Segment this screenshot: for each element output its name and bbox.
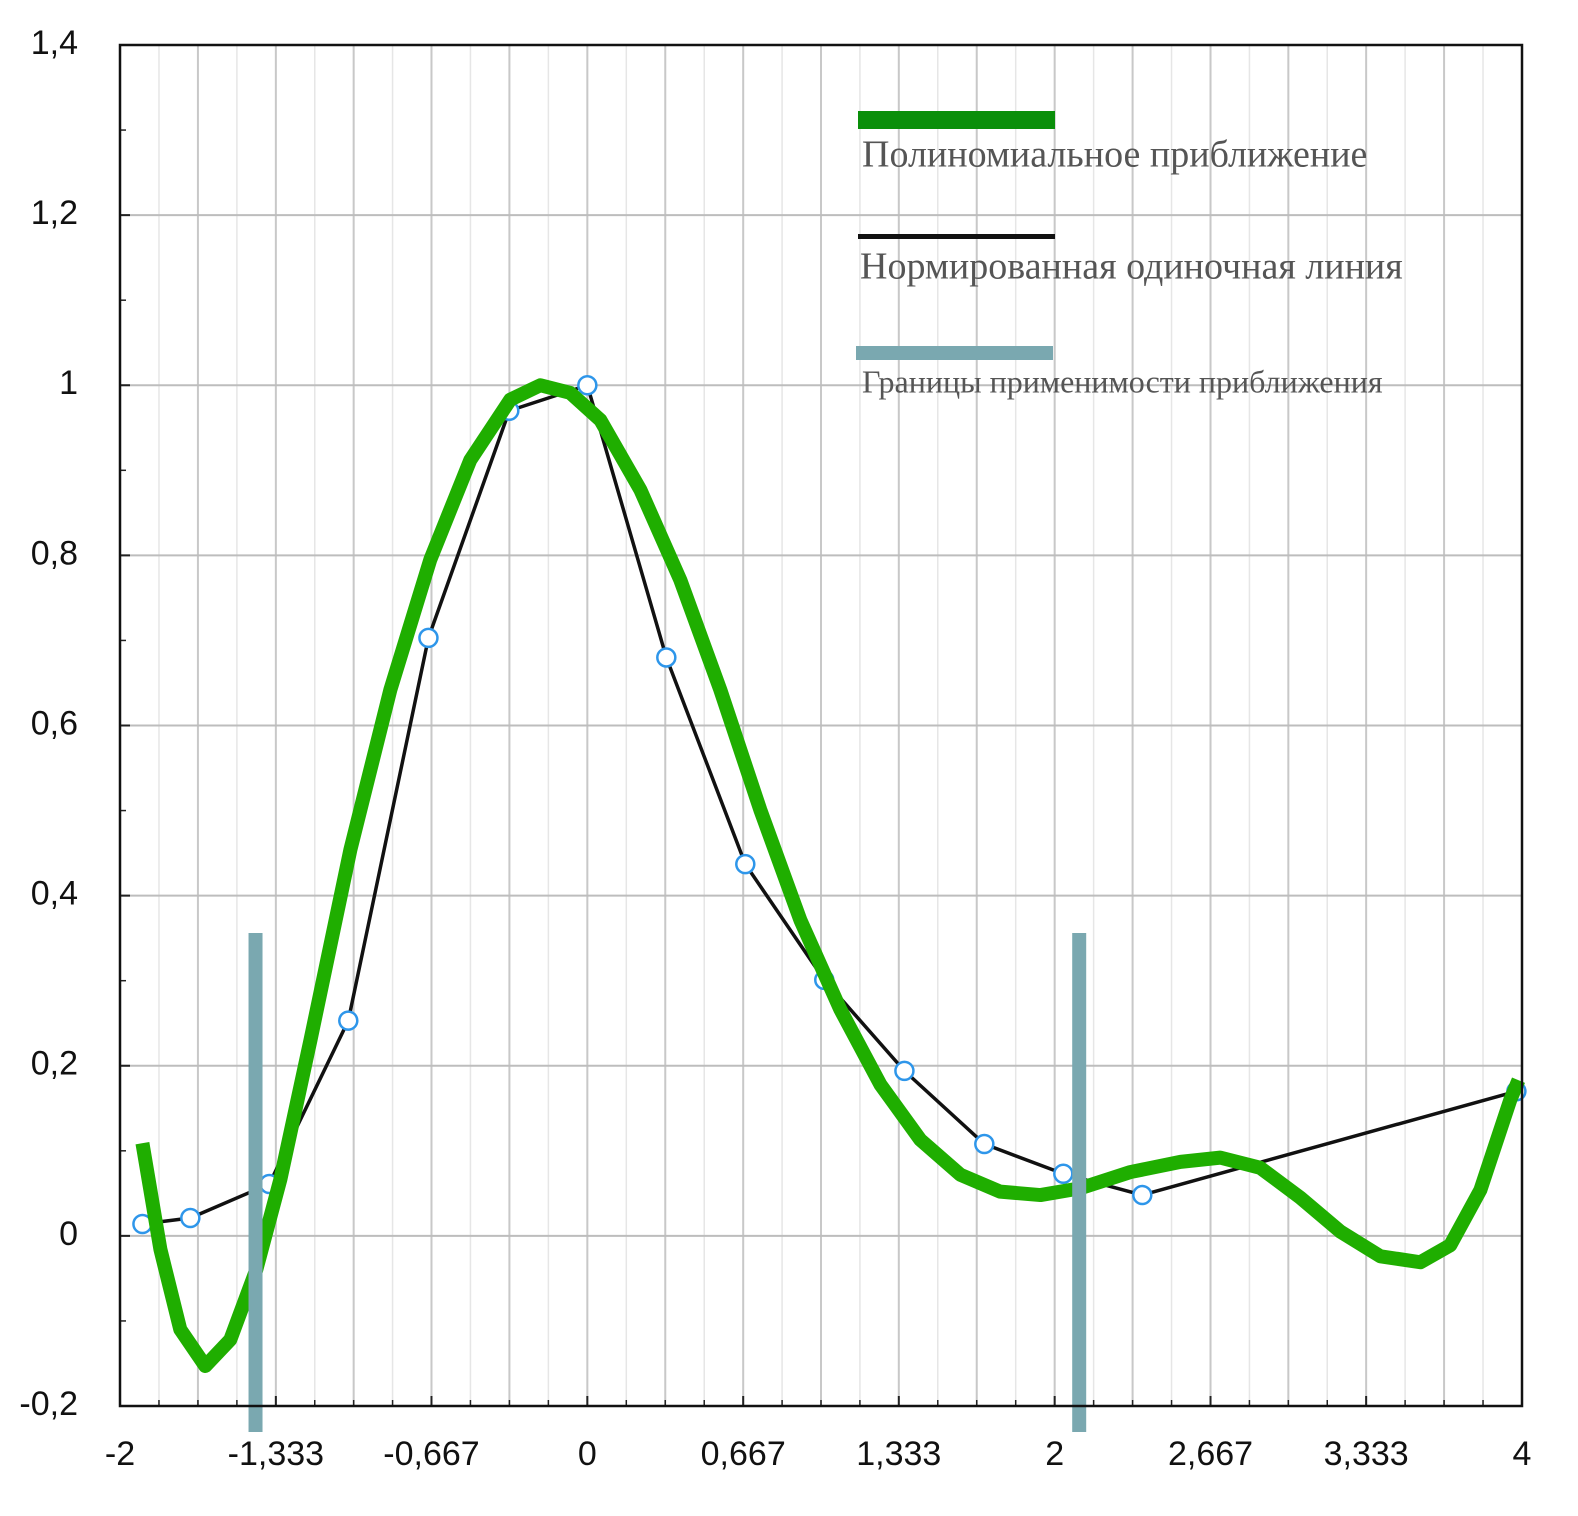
marker — [338, 1010, 359, 1031]
y-tick-label: 0,2 — [31, 1045, 78, 1083]
x-tick-label: -1,333 — [228, 1435, 324, 1473]
y-tick-label: 0 — [59, 1215, 78, 1253]
marker — [974, 1133, 995, 1155]
y-tick-label: 0,6 — [31, 704, 78, 742]
y-tick-label: 1,2 — [31, 194, 78, 232]
legend-swatch — [858, 234, 1055, 239]
marker — [418, 627, 439, 649]
legend-swatch — [858, 111, 1055, 129]
x-tick-label: 3,333 — [1324, 1435, 1409, 1473]
x-tick-label: 0,667 — [701, 1435, 786, 1473]
legend-label: Нормированная одиночная линия — [860, 246, 1403, 288]
y-tick-label: 1 — [59, 364, 78, 402]
x-tick-label: 2 — [1045, 1435, 1064, 1473]
line — [142, 383, 1517, 1226]
marker — [1053, 1163, 1074, 1185]
marker — [656, 647, 677, 668]
x-tick-label: 1,333 — [856, 1435, 941, 1473]
y-tick-label: 0,4 — [31, 875, 78, 913]
plot-frame — [118, 43, 1524, 1408]
marker — [1132, 1184, 1153, 1206]
legend-label: Границы применимости приближения — [862, 363, 1383, 399]
legend-label: Полиномиальное приближение — [862, 134, 1367, 176]
x-tick-label: -0,667 — [383, 1435, 479, 1473]
plot — [132, 375, 1527, 1432]
grid: -2 -1,333 -0,667 0 0,667 1,333 2 2,667 3,333 4 -0,… — [19, 24, 1531, 1473]
y-tick-label: 1,4 — [31, 24, 78, 62]
x-tick-label: -2 — [105, 1435, 135, 1473]
y-tick-label: -0,2 — [19, 1385, 78, 1423]
y-tick-label: 0,8 — [31, 534, 78, 572]
marker — [735, 853, 756, 875]
marker — [180, 1207, 201, 1229]
x-tick-label: 2,667 — [1168, 1435, 1253, 1473]
marker — [577, 375, 598, 396]
x-tick-label: 4 — [1513, 1435, 1532, 1473]
legend-swatch — [856, 346, 1053, 360]
curve — [135, 378, 1525, 1374]
marker — [894, 1060, 915, 1082]
x-tick-label: 0 — [578, 1435, 597, 1473]
legend: Полиномиальное приближение Нормированная… — [856, 111, 1403, 399]
